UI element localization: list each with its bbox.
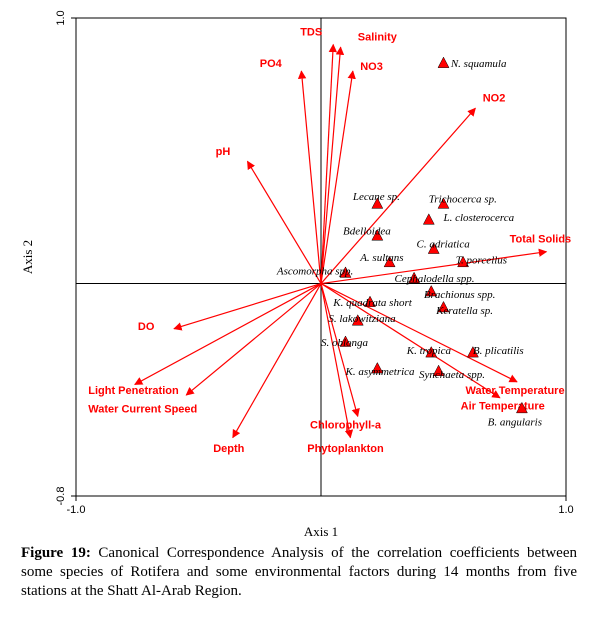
species-label: Trichocerca sp. [429,194,497,206]
x-tick-label: 1.0 [558,504,573,516]
env-label: Total Solids [510,233,572,245]
env-label: Depth [213,443,244,455]
env-label: pH [216,146,231,158]
species-label: K. quadrata short [332,297,412,309]
species-label: B. angularis [488,417,542,429]
env-label: Air Temperature [461,401,545,413]
x-axis-label: Axis 1 [304,524,338,539]
species-marker [423,214,434,225]
species-label: T. porcellus [456,255,507,267]
species-label: K. asymmetrica [345,366,416,378]
figure-label: Figure 19: [21,545,91,561]
species-marker [438,57,449,68]
env-label: Light Penetration [88,385,179,397]
env-vector [301,71,321,283]
figure-wrapper: { "layout": { "width": 598, "height": 63… [0,0,598,631]
species-label: S. lakowitziana [328,313,396,325]
species-label: N. squamula [450,58,507,70]
env-label: Water Temperature [466,385,565,397]
env-vector [186,284,321,396]
cca-plot: -1.0 1.0 -0.8 1.0 Axis 1 Axis 2 TDS Salinity PO4… [0,0,598,631]
species-label: S. oblonga [321,337,369,349]
species-label: Synchaeta spp. [419,369,485,381]
y-tick-label: 1.0 [55,10,67,25]
species-label: L. closterocerca [443,212,515,224]
species-label: C. adriatica [417,239,471,251]
env-label: PO4 [260,58,283,70]
env-label: Water Current Speed [88,403,197,415]
species-label: Ascomorpha spp. [276,265,353,277]
env-label: Chlorophyll-a [310,419,382,431]
y-tick-label: -0.8 [55,487,67,506]
env-label: Phytoplankton [307,443,384,455]
species-label: Brachionus spp. [424,289,496,301]
env-label: DO [138,321,155,333]
species-label: Keratella sp. [435,305,493,317]
species-label: B. plicatilis [473,345,524,357]
species-label: K. tropica [406,345,452,357]
species-label: A. sultans [359,252,403,264]
figure-caption: Figure 19: Canonical Correspondence Anal… [21,544,577,600]
env-label: Salinity [358,32,398,44]
species-label: Bdelloidea [343,225,391,237]
x-tick-label: -1.0 [67,504,86,516]
env-label: NO2 [483,93,506,105]
env-vector [321,71,353,283]
env-label: NO3 [360,61,383,73]
env-label: TDS [300,26,322,38]
caption-text: Canonical Correspondence Analysis of the… [21,545,577,599]
env-vector [135,284,321,385]
y-axis-label: Axis 2 [20,240,35,274]
species-label: Cephalodella spp. [395,273,475,285]
species-label: Lecane sp. [352,191,400,203]
